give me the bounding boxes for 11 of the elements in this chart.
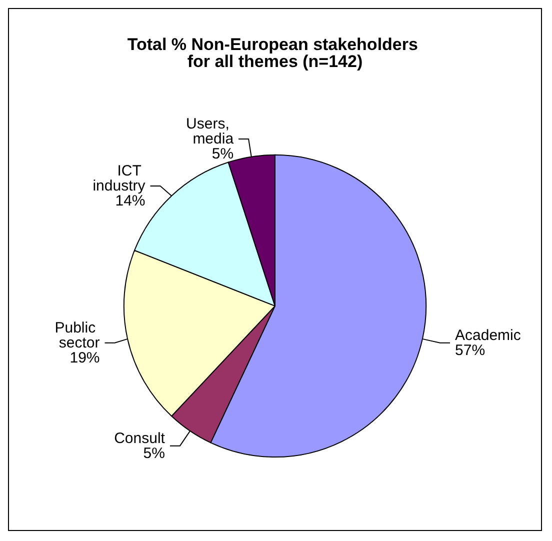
slice-label: ICT industry: [92, 162, 146, 194]
data-label: 14%: [115, 192, 146, 210]
data-label: 19%: [70, 349, 100, 366]
data-label: 5%: [143, 444, 165, 462]
data-label: 57%: [455, 342, 486, 359]
chart-title: Total % Non-European stakeholders for all themes (n=142): [127, 35, 423, 71]
slice-label: Consult: [114, 430, 166, 447]
slice-label: Academic: [455, 326, 522, 344]
slice-label: Users, media: [186, 115, 234, 148]
data-label: 5%: [212, 145, 234, 162]
slice-label: Public sector: [54, 319, 100, 352]
